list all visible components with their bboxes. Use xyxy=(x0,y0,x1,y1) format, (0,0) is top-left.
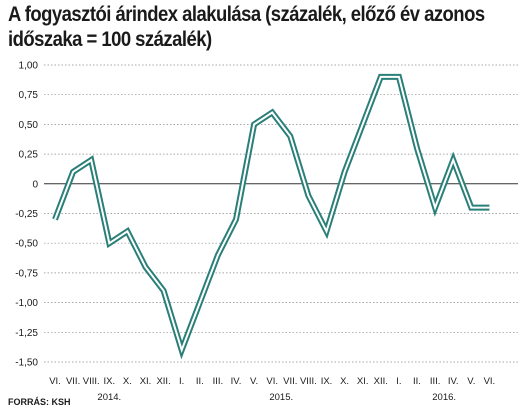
line-series xyxy=(52,73,490,360)
y-tick-label: 0 xyxy=(32,179,38,190)
x-tick-label: VII. xyxy=(66,376,80,387)
y-tick-labels: 1,00 0,75 0,50 0,25 0 -0,25 -0,50 -0,75 -1,00 -1,… xyxy=(15,61,38,369)
x-tick-label: VIII. xyxy=(83,376,100,387)
x-tick-label: III. xyxy=(430,376,441,387)
x-tick-label: XII. xyxy=(374,376,388,387)
x-tick-label: II. xyxy=(413,376,421,387)
y-tick-label: -1,25 xyxy=(15,328,38,339)
x-tick-label: I. xyxy=(179,376,184,387)
x-tick-label: V. xyxy=(467,376,475,387)
x-tick-label: XI. xyxy=(140,376,152,387)
gridlines xyxy=(44,64,518,363)
x-tick-label: III. xyxy=(213,376,224,387)
x-tick-label: IV. xyxy=(448,376,459,387)
x-tick-label: VIII. xyxy=(300,376,317,387)
year-label: 2014. xyxy=(97,392,121,403)
source-note: FORRÁS: KSH xyxy=(8,397,71,407)
x-tick-label: VII. xyxy=(283,376,297,387)
x-tick-label: VI. xyxy=(49,376,61,387)
x-tick-label: IV. xyxy=(231,376,242,387)
y-tick-label: -1,50 xyxy=(15,358,38,369)
y-tick-label: 0,50 xyxy=(19,120,39,131)
x-tick-label: IX. xyxy=(103,376,115,387)
x-tick-label: IX. xyxy=(321,376,333,387)
y-tick-label: 0,75 xyxy=(19,90,39,101)
y-tick-label: -0,50 xyxy=(15,239,38,250)
y-tick-label: -0,25 xyxy=(15,209,38,220)
x-tick-label: XI. xyxy=(357,376,369,387)
x-tick-label: XII. xyxy=(156,376,170,387)
x-tick-label: II. xyxy=(196,376,204,387)
y-tick-label: -0,75 xyxy=(15,268,38,279)
x-tick-label: X. xyxy=(123,376,132,387)
y-tick-label: -1,00 xyxy=(15,298,38,309)
x-tick-labels: VI. VII. VIII. IX. X. XI. XII. I. II. III. IV. V. VI… xyxy=(49,376,495,387)
x-tick-label: I. xyxy=(396,376,401,387)
series-line-inner xyxy=(54,75,490,354)
year-label: 2015. xyxy=(269,392,293,403)
x-tick-label: X. xyxy=(340,376,349,387)
y-tick-label: 0,25 xyxy=(19,150,39,161)
x-tick-label: VI. xyxy=(266,376,278,387)
x-tick-label: VI. xyxy=(484,376,496,387)
chart-title: A fogyasztói árindex alakulása (százalék… xyxy=(8,3,485,51)
x-tick-label: V. xyxy=(250,376,258,387)
y-tick-label: 1,00 xyxy=(19,61,39,72)
year-label: 2016. xyxy=(432,392,456,403)
year-labels: 2014. 2015. 2016. xyxy=(97,392,456,403)
